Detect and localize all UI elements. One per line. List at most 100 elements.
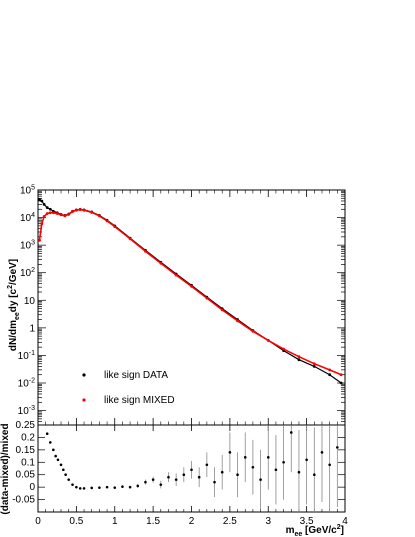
ratio-point [52,448,55,452]
ratio-point [243,456,247,459]
ratio-point [159,483,163,486]
ratio-y-tick-label: -0.05 [12,495,35,506]
x-tick-labels: 0 0.5 1 1.5 2 2.5 3 3.5 4 [35,516,348,527]
legend-label-data: like sign DATA [104,370,168,381]
series-1-point [90,210,94,214]
ratio-point [67,478,70,481]
ratio-point [54,454,57,458]
ratio-point [64,473,67,477]
ratio-y-axis-title: (data-mixed)/mixed [0,423,11,514]
ratio-point [259,478,262,481]
series-1-point [236,319,239,323]
x-tick-label: 3.5 [300,516,314,527]
ratio-point [336,446,339,449]
ratio-point [190,468,193,472]
spectrum-data [38,198,343,385]
ratio-point [59,463,63,467]
x-tick-label: 2.5 [223,516,237,527]
x-tick-label: 4 [342,516,348,527]
series-1-point [67,213,71,216]
series-0-point [42,203,46,206]
series-1-point [45,212,49,215]
series-1-point [98,214,101,218]
ratio-point [289,431,293,434]
ratio-point [305,458,308,462]
series-1-point [220,308,224,312]
series-1-point [297,355,301,359]
x-tick-label: 0.5 [69,516,83,527]
ratio-point [167,475,170,479]
series-0-point [40,199,44,203]
ratio-point [313,473,316,477]
spectrum-y-tick-label: 10-1 [18,350,35,362]
ratio-point [328,463,331,467]
legend-entry-data: like sign DATA [82,370,168,381]
ratio-point [82,487,86,490]
series-1-point [55,212,59,215]
series-1-point [38,238,41,242]
ratio-data [45,425,339,512]
spectrum-y-tick-label: 10-3 [18,405,35,417]
ratio-point [98,486,101,489]
ratio-point [274,468,278,472]
series-1-point [312,362,316,366]
series-1-point [128,237,132,241]
spectrum-y-tick-label: 1 [29,323,35,334]
ratio-point [71,483,74,486]
series-1-point [113,225,117,229]
series-1-point [159,261,163,265]
series-0-point [312,365,316,368]
series-1-point [71,210,74,213]
x-tick-label: 1 [112,516,118,527]
ratio-point [266,456,270,459]
series-0-point [48,207,52,211]
series-1-point [51,211,55,215]
series-1-point [48,211,52,215]
series-0-point [38,198,41,201]
ratio-y-tick-labels: -0.05 00.05 0.10.15 0.20.25 [12,420,35,506]
series-1-point [82,208,86,212]
series-0-point [328,373,332,377]
ratio-y-tick-label: 0 [29,482,35,493]
ratio-y-tick-label: 0.1 [21,457,35,468]
series-1-point [63,214,67,218]
ratio-point [174,478,178,481]
ratio-point [75,485,78,489]
ratio-point [48,441,52,444]
series-0-point [45,206,49,209]
x-tick-label: 2 [189,516,195,527]
legend-marker-data [82,373,86,377]
series-1-point [78,208,82,211]
ratio-point [205,463,209,467]
series-1-point [266,339,270,342]
x-tick-label: 3 [265,516,271,527]
ratio-point [121,485,124,488]
series-0-point [297,358,301,362]
ratio-point [182,473,186,477]
series-1-point [251,329,255,333]
ratio-y-tick-label: 0.25 [16,420,36,431]
spectrum-y-tick-label: 102 [20,267,35,279]
ratio-point [228,451,232,454]
spectrum-y-tick-label: 104 [20,212,35,224]
ratio-point [220,470,224,474]
ratio-y-tick-label: 0.15 [16,445,36,456]
ratio-point [56,458,60,462]
ratio-point [282,460,285,464]
ratio-point [297,470,301,474]
series-1-point [144,249,147,253]
series-1-point [328,368,332,372]
series-1-point [339,373,343,377]
spectrum-y-axis-title: dN/dmeedy [c2/GeV] [7,259,21,351]
ratio-point [197,475,201,479]
ratio-point [113,486,117,489]
series-1-point [282,347,285,351]
series-1-point [40,222,44,226]
x-tick-label: 1.5 [146,516,160,527]
ratio-point [320,451,324,454]
ratio-point [78,487,82,490]
ratio-point [251,465,255,469]
